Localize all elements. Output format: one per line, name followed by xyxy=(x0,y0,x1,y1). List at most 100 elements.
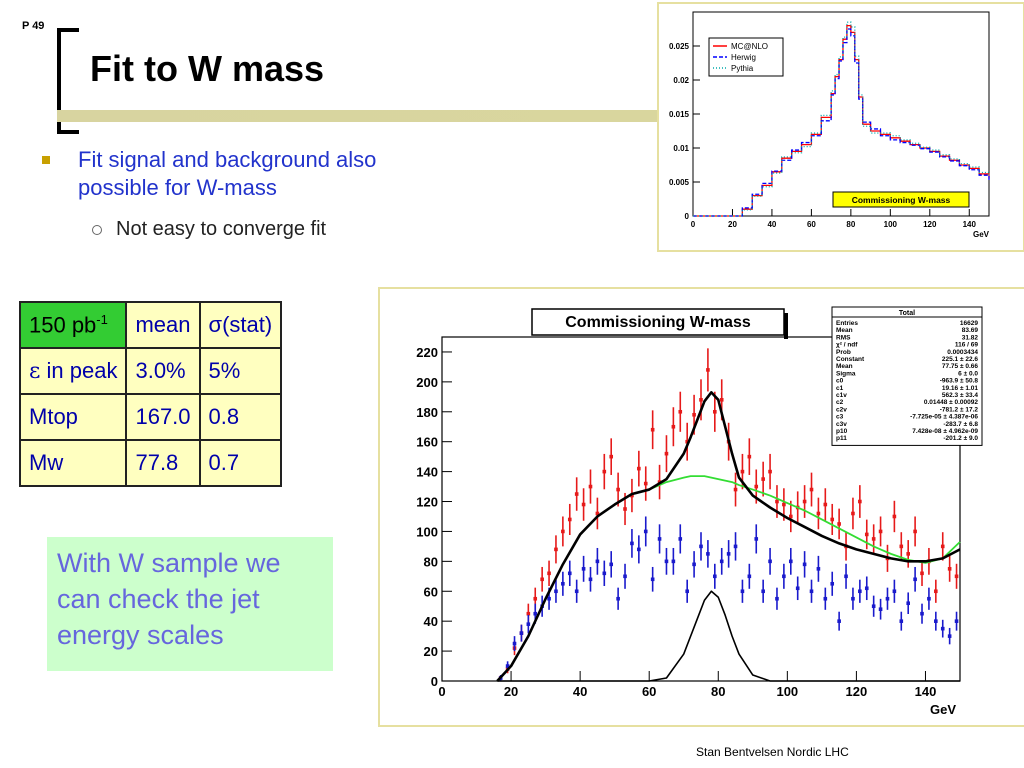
chart-title: Commissioning W-mass xyxy=(565,314,751,331)
data-point xyxy=(809,589,814,594)
table-row: Mtop 167.0 0.8 xyxy=(18,393,283,441)
data-point xyxy=(602,571,607,576)
stats-row-value: 7.428e-08 ± 4.962e-09 xyxy=(912,428,978,435)
y-tick-label: 0.025 xyxy=(669,42,690,51)
x-tick-label: 40 xyxy=(767,220,776,229)
label-box-text: Commissioning W-mass xyxy=(852,195,951,205)
page-title: Fit to W mass xyxy=(90,48,325,89)
data-point xyxy=(920,611,924,616)
data-point xyxy=(802,499,807,504)
data-point xyxy=(733,487,738,492)
x-tick-label: 140 xyxy=(963,220,977,229)
footer-text: Stan Bentvelsen Nordic LHC xyxy=(696,745,849,759)
data-point xyxy=(547,596,551,601)
data-point xyxy=(906,601,910,606)
data-point xyxy=(512,641,517,646)
data-point xyxy=(623,574,627,579)
data-point xyxy=(858,589,862,594)
stats-row-value: 77.75 ± 0.66 xyxy=(942,363,978,370)
data-point xyxy=(637,466,641,471)
bullet-circle-icon xyxy=(92,224,102,235)
x-tick-label: 120 xyxy=(846,684,868,699)
x-axis-label: GeV xyxy=(930,702,956,717)
data-point xyxy=(595,559,600,564)
data-point xyxy=(795,586,800,591)
y-tick-label: 120 xyxy=(416,495,438,510)
stats-row-label: Entries xyxy=(836,320,858,327)
stats-row-label: c0 xyxy=(836,378,844,385)
data-point xyxy=(664,559,669,564)
stats-row-value: -201.2 ± 9.0 xyxy=(943,435,978,442)
data-point xyxy=(754,484,759,489)
data-point xyxy=(954,574,959,579)
data-point xyxy=(533,611,538,616)
data-point xyxy=(713,574,717,579)
stats-row-value: 562.3 ± 33.4 xyxy=(942,392,978,399)
stats-row-value: -781.2 ± 17.2 xyxy=(940,406,979,413)
y-tick-label: 140 xyxy=(416,465,438,480)
stats-header: Total xyxy=(899,310,915,317)
data-point xyxy=(782,502,786,507)
stats-row-value: -283.7 ± 6.8 xyxy=(943,421,978,428)
data-point xyxy=(747,454,752,459)
data-point xyxy=(733,544,738,549)
data-point xyxy=(719,398,724,402)
data-point xyxy=(761,477,765,481)
data-point xyxy=(650,577,655,582)
series-line xyxy=(693,28,990,217)
stats-row-label: c1 xyxy=(836,385,844,392)
data-point xyxy=(802,562,807,567)
title-bracket xyxy=(57,28,79,134)
data-point xyxy=(913,529,917,534)
stats-row-value: -7.725e-05 ± 4.387e-06 xyxy=(910,414,978,421)
table-row: Mw 77.8 0.7 xyxy=(18,439,283,487)
data-point xyxy=(650,427,655,432)
data-point xyxy=(588,484,593,489)
note-box: With W sample we can check the jet energ… xyxy=(47,537,333,671)
data-point xyxy=(678,537,683,541)
data-point xyxy=(871,604,876,609)
data-point xyxy=(706,552,710,556)
y-tick-label: 220 xyxy=(416,345,438,360)
stats-row-value: 19.16 ± 1.01 xyxy=(942,385,978,392)
legend: MC@NLO Herwig Pythia xyxy=(708,37,784,77)
data-point xyxy=(574,589,579,594)
data-point xyxy=(567,571,572,576)
stats-row-label: c3v xyxy=(836,421,847,428)
data-point xyxy=(630,541,634,546)
data-point xyxy=(851,511,855,516)
table-cell-stat: 0.7 xyxy=(198,439,283,487)
data-point xyxy=(830,581,835,586)
data-point xyxy=(947,634,952,638)
small-plot-frame: 0 0.005 0.01 0.015 0.02 0.025 0 20 40 60 80 100 120 1… xyxy=(657,2,1024,252)
data-point xyxy=(505,664,510,668)
data-point xyxy=(623,507,627,511)
x-tick-label: 0 xyxy=(438,684,445,699)
table-cell-mean: 77.8 xyxy=(125,439,201,487)
data-point xyxy=(519,631,524,635)
data-point xyxy=(643,529,648,534)
data-point xyxy=(768,559,772,564)
table-cell-label: ε in peak xyxy=(18,347,128,395)
data-point xyxy=(899,544,904,549)
stats-row-label: c2 xyxy=(836,399,844,406)
x-tick-label: 60 xyxy=(807,220,816,229)
data-point xyxy=(768,469,772,474)
x-tick-label: 60 xyxy=(642,684,656,699)
data-point xyxy=(885,596,890,601)
data-point xyxy=(878,607,883,612)
stats-row-value: 16629 xyxy=(960,320,978,327)
y-tick-label: 0.005 xyxy=(669,178,690,187)
data-point xyxy=(643,481,648,486)
data-point xyxy=(671,424,676,429)
data-point xyxy=(533,596,538,601)
table-header-stat: σ(stat) xyxy=(198,301,283,349)
data-point xyxy=(616,487,620,492)
legend-label: Pythia xyxy=(731,64,754,73)
x-tick-label: 120 xyxy=(923,220,937,229)
data-point xyxy=(782,574,786,579)
data-point xyxy=(609,562,614,567)
data-point xyxy=(940,544,945,549)
data-point xyxy=(685,589,689,594)
x-tick-label: 40 xyxy=(573,684,587,699)
